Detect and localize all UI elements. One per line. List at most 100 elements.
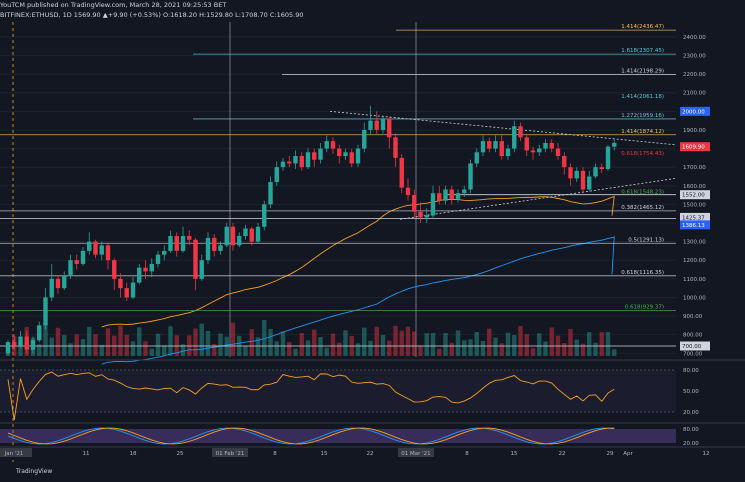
candle-body[interactable] [130,282,136,298]
candle-body[interactable] [599,167,604,170]
candle-body[interactable] [568,167,573,179]
candle-body[interactable] [112,260,117,279]
candle-body[interactable] [580,170,586,190]
candle-body[interactable] [243,228,248,237]
candle-body[interactable] [524,137,529,151]
candle-body[interactable] [55,278,61,289]
candle-body[interactable] [174,236,179,251]
candle-body[interactable] [555,148,561,156]
candle-body[interactable] [18,336,23,346]
descending-trendline[interactable] [329,110,677,146]
candle-body[interactable] [499,141,504,156]
candle-body[interactable] [443,189,448,201]
candle-body[interactable] [493,141,498,149]
candle-body[interactable] [562,156,567,168]
candle-body[interactable] [118,278,123,289]
candle-body[interactable] [312,152,317,160]
candle-body[interactable] [68,260,73,276]
candle-body[interactable] [455,193,461,199]
candle-body[interactable] [574,170,579,179]
candle-body[interactable] [249,228,254,242]
candle-body[interactable] [430,193,436,216]
candle-body[interactable] [180,236,186,251]
candle-body[interactable] [380,118,386,130]
candle-body[interactable] [62,275,67,289]
candle-body[interactable] [374,120,379,130]
candle-body[interactable] [212,237,217,251]
candle-body[interactable] [293,156,298,164]
candle-body[interactable] [587,176,592,190]
candle-body[interactable] [343,152,348,156]
candle-body[interactable] [137,267,142,283]
candle-body[interactable] [324,141,329,149]
candle-body[interactable] [362,129,367,149]
candle-body[interactable] [37,325,42,341]
candle-body[interactable] [12,342,17,346]
candle-body[interactable] [405,187,411,196]
candle-body[interactable] [237,236,242,246]
candle-body[interactable] [255,226,261,242]
candle-body[interactable] [330,141,336,149]
candle-body[interactable] [424,215,429,218]
candle-body[interactable] [143,267,148,272]
candle-body[interactable] [280,161,286,168]
candle-body[interactable] [193,239,198,279]
candle-body[interactable] [349,152,354,164]
candle-body[interactable] [518,126,523,138]
candle-body[interactable] [612,142,617,147]
candle-body[interactable] [124,288,129,298]
candle-body[interactable] [393,137,398,158]
candle-body[interactable] [480,141,486,153]
candle-body[interactable] [24,336,29,350]
candle-body[interactable] [230,226,236,246]
candle-body[interactable] [99,245,104,255]
candle-body[interactable] [487,141,492,149]
candle-body[interactable] [337,148,342,156]
candle-body[interactable] [368,120,373,130]
candle-body[interactable] [5,342,11,354]
candle-body[interactable] [299,156,304,168]
candle-body[interactable] [437,193,442,201]
candle-body[interactable] [49,278,54,298]
candle-body[interactable] [305,152,311,168]
candle-body[interactable] [93,241,98,255]
candle-body[interactable] [468,163,473,190]
candle-body[interactable] [387,118,392,138]
candle-body[interactable] [268,182,273,205]
candle-body[interactable] [287,161,292,164]
candle-body[interactable] [218,245,223,251]
candle-body[interactable] [593,167,598,177]
candle-body[interactable] [605,146,611,170]
candle-body[interactable] [274,167,279,183]
candle-body[interactable] [43,297,48,326]
candle-body[interactable] [462,189,467,194]
candle-body[interactable] [155,254,161,264]
candle-body[interactable] [168,236,173,251]
candle-body[interactable] [549,142,554,149]
candle-body[interactable] [512,126,517,149]
candle-body[interactable] [74,260,79,264]
candle-body[interactable] [205,237,211,261]
candle-body[interactable] [162,250,167,255]
candle-body[interactable] [105,245,111,261]
candle-body[interactable] [262,204,267,227]
ascending-trendline[interactable] [399,177,677,220]
candle-body[interactable] [224,226,229,246]
candle-body[interactable] [530,150,536,153]
candle-body[interactable] [543,142,548,149]
candle-body[interactable] [418,211,423,218]
candle-body[interactable] [449,189,454,199]
candle-body[interactable] [149,263,154,272]
candle-body[interactable] [537,148,542,153]
candle-body[interactable] [474,152,479,164]
candle-body[interactable] [412,195,417,212]
candle-body[interactable] [318,148,323,160]
candle-body[interactable] [355,148,361,164]
candle-body[interactable] [399,157,404,188]
candle-body[interactable] [80,250,86,264]
candle-body[interactable] [30,340,36,350]
candle-body[interactable] [199,260,204,279]
candle-body[interactable] [505,148,511,156]
candle-body[interactable] [187,236,192,240]
